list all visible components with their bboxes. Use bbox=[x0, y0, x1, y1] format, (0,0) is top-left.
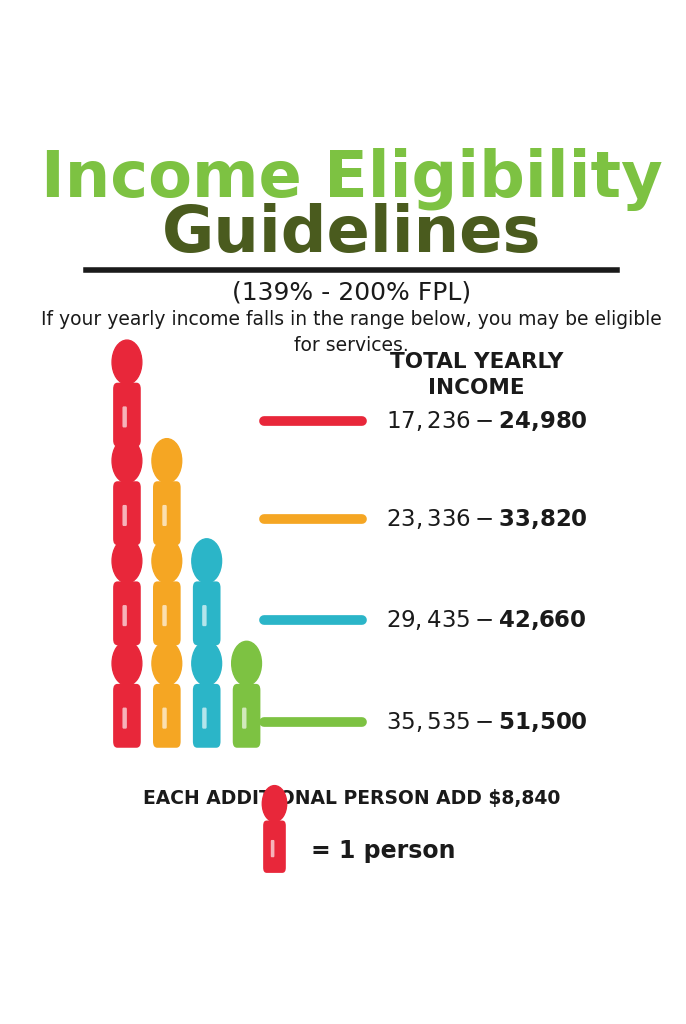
Text: Income Eligibility: Income Eligibility bbox=[40, 148, 663, 211]
Circle shape bbox=[152, 539, 182, 583]
Circle shape bbox=[152, 641, 182, 685]
Circle shape bbox=[192, 641, 222, 685]
FancyBboxPatch shape bbox=[153, 582, 180, 645]
FancyBboxPatch shape bbox=[122, 505, 127, 526]
FancyBboxPatch shape bbox=[271, 840, 274, 857]
FancyBboxPatch shape bbox=[113, 481, 141, 545]
Text: $17, 236 - $24,980: $17, 236 - $24,980 bbox=[386, 409, 588, 433]
Text: TOTAL YEARLY
INCOME: TOTAL YEARLY INCOME bbox=[390, 351, 563, 398]
FancyBboxPatch shape bbox=[163, 605, 167, 626]
FancyBboxPatch shape bbox=[122, 708, 127, 729]
Text: $23,336 - $33,820: $23,336 - $33,820 bbox=[386, 508, 588, 531]
Circle shape bbox=[112, 340, 142, 384]
FancyBboxPatch shape bbox=[163, 708, 167, 729]
FancyBboxPatch shape bbox=[163, 505, 167, 526]
FancyBboxPatch shape bbox=[242, 708, 246, 729]
FancyBboxPatch shape bbox=[263, 820, 286, 872]
Circle shape bbox=[112, 641, 142, 685]
Text: (139% - 200% FPL): (139% - 200% FPL) bbox=[232, 281, 471, 304]
FancyBboxPatch shape bbox=[122, 605, 127, 626]
Circle shape bbox=[262, 785, 287, 822]
Text: = 1 person: = 1 person bbox=[311, 839, 455, 862]
FancyBboxPatch shape bbox=[202, 708, 206, 729]
FancyBboxPatch shape bbox=[193, 684, 220, 748]
Circle shape bbox=[232, 641, 261, 685]
Text: $29,435 - $42,660: $29,435 - $42,660 bbox=[386, 607, 587, 632]
Circle shape bbox=[112, 539, 142, 583]
FancyBboxPatch shape bbox=[153, 684, 180, 748]
FancyBboxPatch shape bbox=[113, 684, 141, 748]
Circle shape bbox=[192, 539, 222, 583]
FancyBboxPatch shape bbox=[193, 582, 220, 645]
FancyBboxPatch shape bbox=[153, 481, 180, 545]
Circle shape bbox=[112, 438, 142, 483]
Text: $35,535 - $51,500: $35,535 - $51,500 bbox=[386, 710, 588, 734]
FancyBboxPatch shape bbox=[113, 383, 141, 446]
FancyBboxPatch shape bbox=[122, 407, 127, 427]
Text: If your yearly income falls in the range below, you may be eligible
for services: If your yearly income falls in the range… bbox=[41, 309, 662, 355]
FancyBboxPatch shape bbox=[233, 684, 261, 748]
Circle shape bbox=[152, 438, 182, 483]
FancyBboxPatch shape bbox=[202, 605, 206, 626]
Text: EACH ADDITIONAL PERSON ADD $8,840: EACH ADDITIONAL PERSON ADD $8,840 bbox=[143, 790, 560, 808]
FancyBboxPatch shape bbox=[113, 582, 141, 645]
Text: Guidelines: Guidelines bbox=[162, 204, 541, 265]
